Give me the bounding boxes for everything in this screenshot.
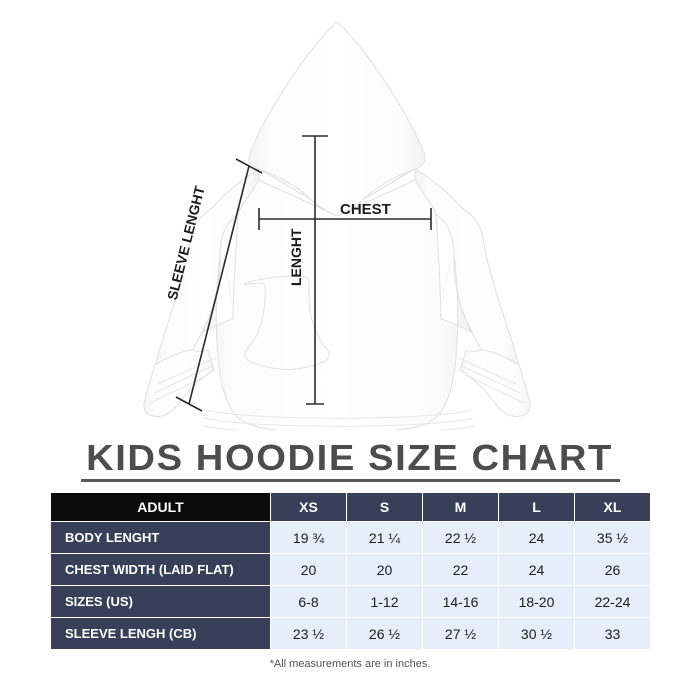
svg-text:LENGHT: LENGHT (288, 228, 304, 286)
svg-text:CHEST: CHEST (340, 201, 391, 218)
